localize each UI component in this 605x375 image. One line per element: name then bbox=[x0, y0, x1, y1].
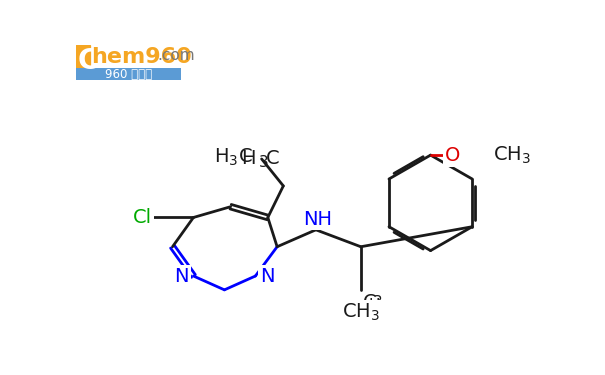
Text: CH$_3$: CH$_3$ bbox=[342, 302, 380, 324]
Text: .com: .com bbox=[157, 48, 195, 63]
Text: C: C bbox=[362, 292, 376, 312]
Bar bbox=[76, 68, 181, 80]
Text: H: H bbox=[238, 148, 252, 167]
Text: Cl: Cl bbox=[132, 208, 152, 227]
FancyBboxPatch shape bbox=[76, 45, 91, 70]
Text: H: H bbox=[241, 150, 255, 168]
Text: 3: 3 bbox=[373, 295, 383, 310]
Text: H$_3$C: H$_3$C bbox=[214, 147, 252, 168]
Text: O: O bbox=[445, 146, 460, 165]
Text: N: N bbox=[174, 267, 189, 285]
Text: NH: NH bbox=[303, 210, 332, 228]
Text: H: H bbox=[368, 298, 380, 313]
Text: N: N bbox=[260, 267, 275, 285]
Text: 960 化工网: 960 化工网 bbox=[105, 68, 152, 81]
Text: C: C bbox=[266, 150, 279, 168]
Text: 3: 3 bbox=[260, 154, 269, 170]
Text: hem960: hem960 bbox=[91, 47, 192, 67]
Text: C: C bbox=[77, 46, 97, 75]
Text: CH$_3$: CH$_3$ bbox=[492, 144, 531, 166]
